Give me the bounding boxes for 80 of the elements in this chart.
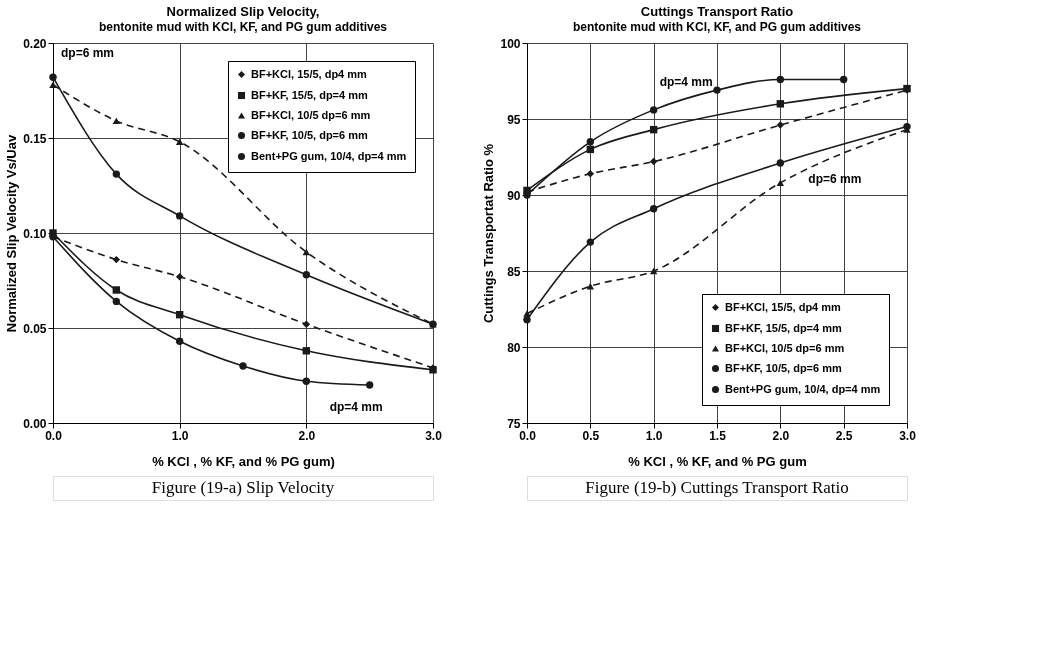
point (302, 377, 311, 385)
point (175, 138, 184, 146)
text: Figure (19-b) Cuttings Transport Ratio (585, 478, 849, 497)
annotation: dp=4 mm (329, 400, 383, 414)
point (649, 204, 658, 213)
point (586, 238, 595, 246)
point (649, 157, 658, 166)
point (112, 286, 121, 294)
point (586, 282, 595, 290)
y-tick-label: 0.10 (23, 226, 47, 241)
text: Figure (19-a) Slip Velocity (151, 478, 335, 497)
point (49, 73, 57, 81)
chart-subtitle: bentonite mud with KCl, KF, and PG gum additives (98, 20, 388, 34)
y-tick-label: 80 (507, 340, 521, 355)
x-axis-title: % KCl , % KF, and % PG gum) (152, 453, 335, 469)
y-tick-label: 100 (500, 36, 521, 51)
point (175, 272, 184, 281)
point (649, 106, 658, 114)
x-tick-label: 2.0 (298, 428, 316, 443)
point (302, 320, 311, 328)
point (523, 315, 531, 324)
annotation: dp=4 mm (659, 74, 713, 89)
legend-label: BF+KCl, 15/5, dp4 mm (251, 67, 368, 80)
point (586, 170, 595, 178)
x-tick-label: 0.0 (45, 428, 63, 443)
y-tick-label: 95 (507, 112, 521, 127)
annotation: dp=6 mm (61, 46, 115, 61)
y-tick-label: 0.15 (23, 131, 47, 146)
point (175, 337, 184, 345)
point (649, 267, 658, 275)
x-axis-title: % KCl , % KF, and % PG gum (628, 453, 807, 469)
point (112, 117, 121, 125)
y-tick-label: 75 (507, 416, 521, 431)
point (112, 170, 121, 178)
y-axis-title: Normalized Slip Velocity Vs/Uav (4, 134, 20, 333)
point (713, 86, 721, 94)
y-tick-label: 0.20 (23, 36, 47, 51)
x-tick-label: 1.5 (709, 428, 727, 443)
x-tick-label: 0.0 (519, 428, 537, 443)
legend-label: Bent+PG gum, 10/4, dp=4 mm (725, 382, 881, 395)
point (112, 297, 121, 306)
point (903, 122, 911, 131)
point (302, 248, 311, 256)
point (776, 121, 785, 129)
legend-label: BF+KCl, 10/5 dp=6 mm (725, 341, 845, 354)
y-axis-title: Cuttings Transportat Ratio % (481, 143, 497, 324)
x-tick-label: 1.0 (645, 428, 663, 443)
legend-label: BF+KF, 10/5, dp=6 mm (251, 128, 368, 141)
chart-title: Cuttings Transport Ratio (640, 4, 794, 19)
x-tick-label: 2.0 (772, 428, 790, 443)
legend-label: BF+KCl, 15/5, dp4 mm (725, 300, 842, 313)
y-tick-label: 85 (507, 264, 521, 279)
y-tick-label: 0.05 (23, 321, 47, 336)
x-tick-label: 2.5 (835, 428, 853, 443)
legend-label: Bent+PG gum, 10/4, dp=4 mm (251, 149, 407, 162)
point (586, 138, 595, 146)
point (49, 81, 57, 89)
x-tick-label: 3.0 (425, 428, 443, 443)
point (776, 179, 785, 187)
point (112, 255, 121, 264)
legend-label: BF+KCl, 10/5 dp=6 mm (251, 108, 371, 121)
point (239, 362, 247, 370)
point (776, 75, 785, 84)
point (839, 75, 848, 84)
point (776, 159, 785, 167)
point (365, 381, 374, 389)
point (776, 100, 785, 108)
y-tick-label: 90 (507, 188, 521, 203)
chart-title: Normalized Slip Velocity, (166, 4, 320, 19)
x-tick-label: 0.5 (582, 428, 600, 443)
point (302, 271, 311, 279)
x-tick-label: 3.0 (899, 428, 917, 443)
legend-label: BF+KF, 15/5, dp=4 mm (725, 321, 842, 334)
y-tick-label: 0.00 (23, 416, 47, 431)
point (175, 212, 184, 220)
point (302, 347, 311, 355)
legend-label: BF+KF, 10/5, dp=6 mm (725, 361, 842, 374)
x-tick-label: 1.0 (171, 428, 189, 443)
chart-subtitle: bentonite mud with KCl, KF, and PG gum additives (572, 20, 862, 34)
legend-label: BF+KF, 15/5, dp=4 mm (251, 88, 368, 101)
